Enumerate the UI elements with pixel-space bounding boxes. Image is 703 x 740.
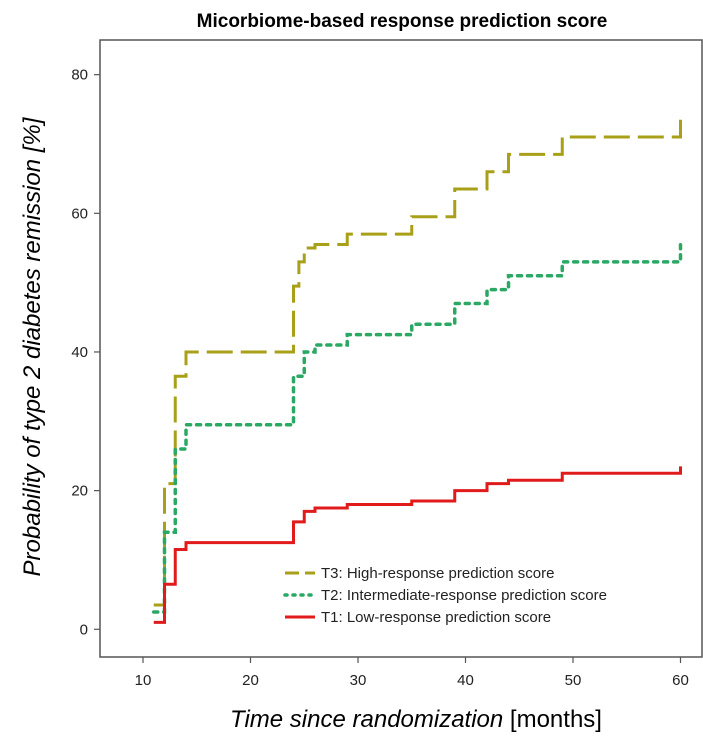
series-line-t2-intermediate [152,242,683,614]
series-lines [152,112,683,624]
plot-frame [99,39,703,658]
y-tick-label: 60 [71,205,88,222]
chart-title: Micorbiome-based response prediction sco… [197,11,608,32]
x-axis: 10 20 30 40 50 60 [135,657,689,689]
y-tick-label: 0 [80,621,88,638]
x-tick-label: 20 [242,672,259,689]
x-tick-label: 40 [457,672,474,689]
x-tick-label: 30 [350,672,367,689]
series-line-t3-high [153,112,682,607]
x-tick-label: 60 [672,672,689,689]
y-axis: 0 20 40 60 80 [71,67,100,638]
legend-label-t3-high: T3: High-response prediction score [321,565,554,582]
legend: T3: High-response prediction score T2: In… [283,565,607,626]
legend-label-t2-intermediate: T2: Intermediate-response prediction sco… [321,587,607,604]
y-axis-label: Probability of type 2 diabetes remission… [19,116,46,576]
x-axis-label-name: Time since randomization [230,706,503,733]
x-axis-label: Time since randomization [months] [230,706,602,733]
y-tick-label: 20 [71,483,88,500]
y-tick-label: 40 [71,344,88,361]
y-tick-label: 80 [71,67,88,84]
legend-label-t1-low: T1: Low-response prediction score [321,609,551,626]
x-tick-label: 50 [565,672,582,689]
x-tick-label: 10 [135,672,152,689]
series-line-t1-low [153,466,682,624]
x-axis-label-unit: [months] [503,706,602,733]
